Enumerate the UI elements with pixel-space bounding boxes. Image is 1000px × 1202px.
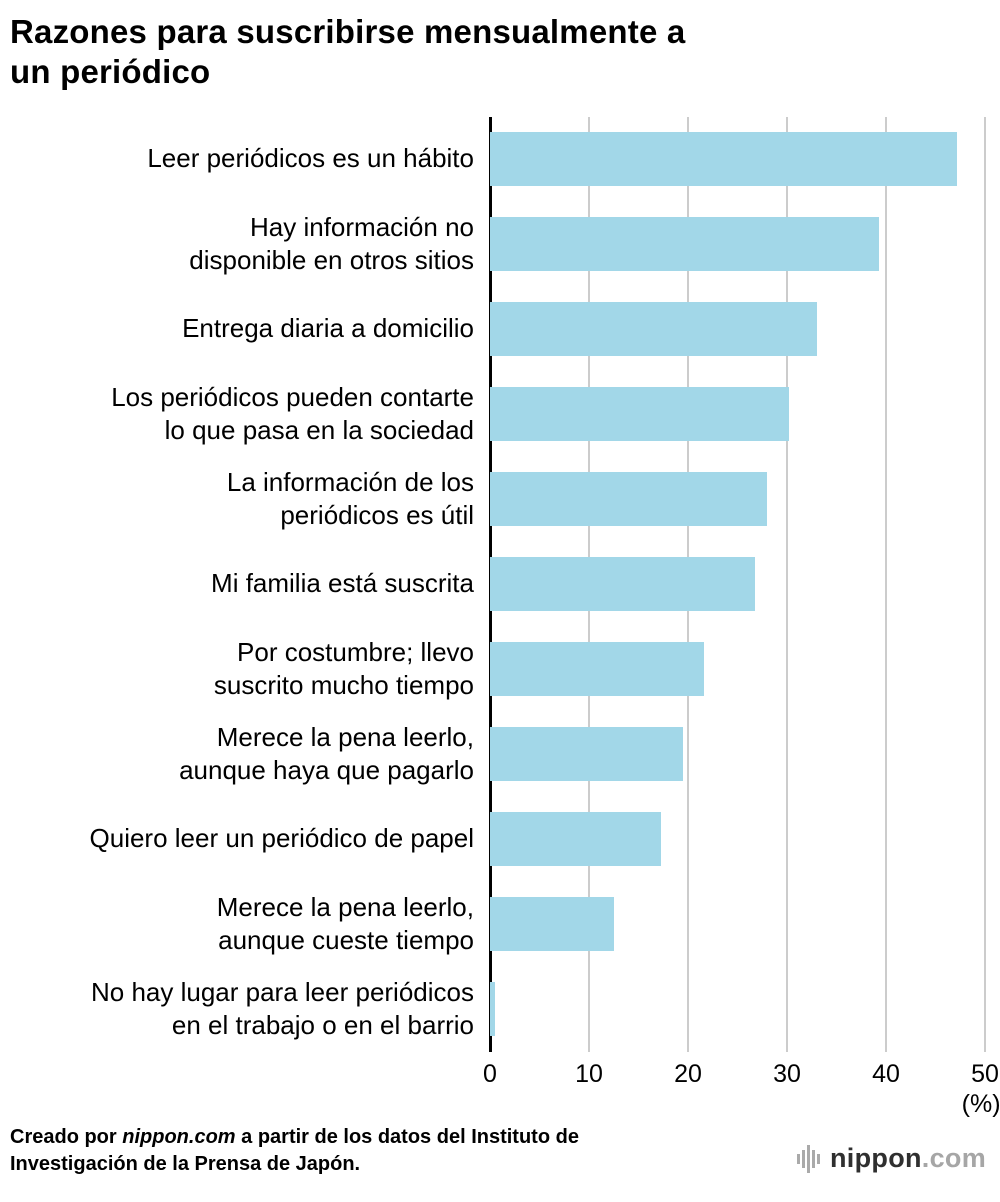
x-tick: 0 xyxy=(483,1059,497,1088)
credit-brand: nippon.com xyxy=(122,1125,236,1148)
bar xyxy=(490,642,704,696)
bar-track xyxy=(490,557,985,611)
bar xyxy=(490,132,958,186)
bar xyxy=(490,217,880,271)
category-label: Mi familia está suscrita xyxy=(211,568,474,599)
bar-track xyxy=(490,642,985,696)
bar-row: Mi familia está suscrita xyxy=(0,542,1000,627)
bar-track xyxy=(490,727,985,781)
category-label: Merece la pena leerlo, aunque cueste tie… xyxy=(216,891,474,955)
logo-name: nippon xyxy=(830,1143,922,1173)
bar-track xyxy=(490,217,985,271)
bar xyxy=(490,302,817,356)
x-axis-unit-label: (%) xyxy=(961,1089,1000,1118)
x-tick: 40 xyxy=(872,1059,900,1088)
bar-chart: Leer periódicos es un hábito Hay informa… xyxy=(0,116,1000,1052)
bar-track xyxy=(490,812,985,866)
credit-suffix: a partir de los datos del Instituto de I… xyxy=(10,1125,579,1175)
x-tick: 50 xyxy=(971,1059,999,1088)
logo-text: nippon.com xyxy=(830,1143,986,1174)
x-axis: 0 10 20 30 40 50 (%) xyxy=(483,1052,1000,1118)
bar-track xyxy=(490,897,985,951)
bar-row: Entrega diaria a domicilio xyxy=(0,287,1000,372)
x-tick: 10 xyxy=(575,1059,603,1088)
bar xyxy=(490,727,684,781)
bar-row: Quiero leer un periódico de papel xyxy=(0,797,1000,882)
category-label: Leer periódicos es un hábito xyxy=(147,143,474,174)
soundwave-bars-icon xyxy=(797,1144,821,1173)
category-label: Quiero leer un periódico de papel xyxy=(89,823,474,854)
bar-row: No hay lugar para leer periódicos en el … xyxy=(0,967,1000,1052)
bar-row: Leer periódicos es un hábito xyxy=(0,117,1000,202)
bar xyxy=(490,557,756,611)
bar-track xyxy=(490,132,985,186)
nippon-logo: nippon.com xyxy=(797,1142,986,1178)
credit-prefix: Creado por xyxy=(10,1125,123,1148)
x-tick: 20 xyxy=(674,1059,702,1088)
bar-row: Hay información no disponible en otros s… xyxy=(0,202,1000,287)
category-label: Por costumbre; llevo suscrito mucho tiem… xyxy=(213,636,474,700)
bar xyxy=(490,982,495,1036)
bar xyxy=(490,812,662,866)
bar xyxy=(490,387,789,441)
category-label: Los periódicos pueden contarte lo que pa… xyxy=(111,381,474,445)
bar-row: Merece la pena leerlo, aunque haya que p… xyxy=(0,712,1000,797)
chart-title: Razones para suscribirse mensualmente a … xyxy=(10,13,686,91)
footer: Creado por nippon.com a partir de los da… xyxy=(0,1124,1000,1188)
category-label: La información de los periódicos es útil xyxy=(226,466,474,530)
bar-track xyxy=(490,387,985,441)
bar xyxy=(490,472,768,526)
logo-tld: .com xyxy=(921,1143,986,1173)
bar-track xyxy=(490,472,985,526)
bar-track xyxy=(490,302,985,356)
bar-row: Los periódicos pueden contarte lo que pa… xyxy=(0,372,1000,457)
x-tick: 30 xyxy=(773,1059,801,1088)
category-label: Hay información no disponible en otros s… xyxy=(189,211,474,275)
bar-row: Merece la pena leerlo, aunque cueste tie… xyxy=(0,882,1000,967)
bar-row: Por costumbre; llevo suscrito mucho tiem… xyxy=(0,627,1000,712)
category-label: Entrega diaria a domicilio xyxy=(182,313,474,344)
footer-credit: Creado por nippon.com a partir de los da… xyxy=(10,1124,682,1178)
bar-track xyxy=(490,982,985,1036)
category-label: No hay lugar para leer periódicos en el … xyxy=(91,976,474,1040)
bar xyxy=(490,897,614,951)
category-label: Merece la pena leerlo, aunque haya que p… xyxy=(179,721,474,785)
bar-row: La información de los periódicos es útil xyxy=(0,457,1000,542)
